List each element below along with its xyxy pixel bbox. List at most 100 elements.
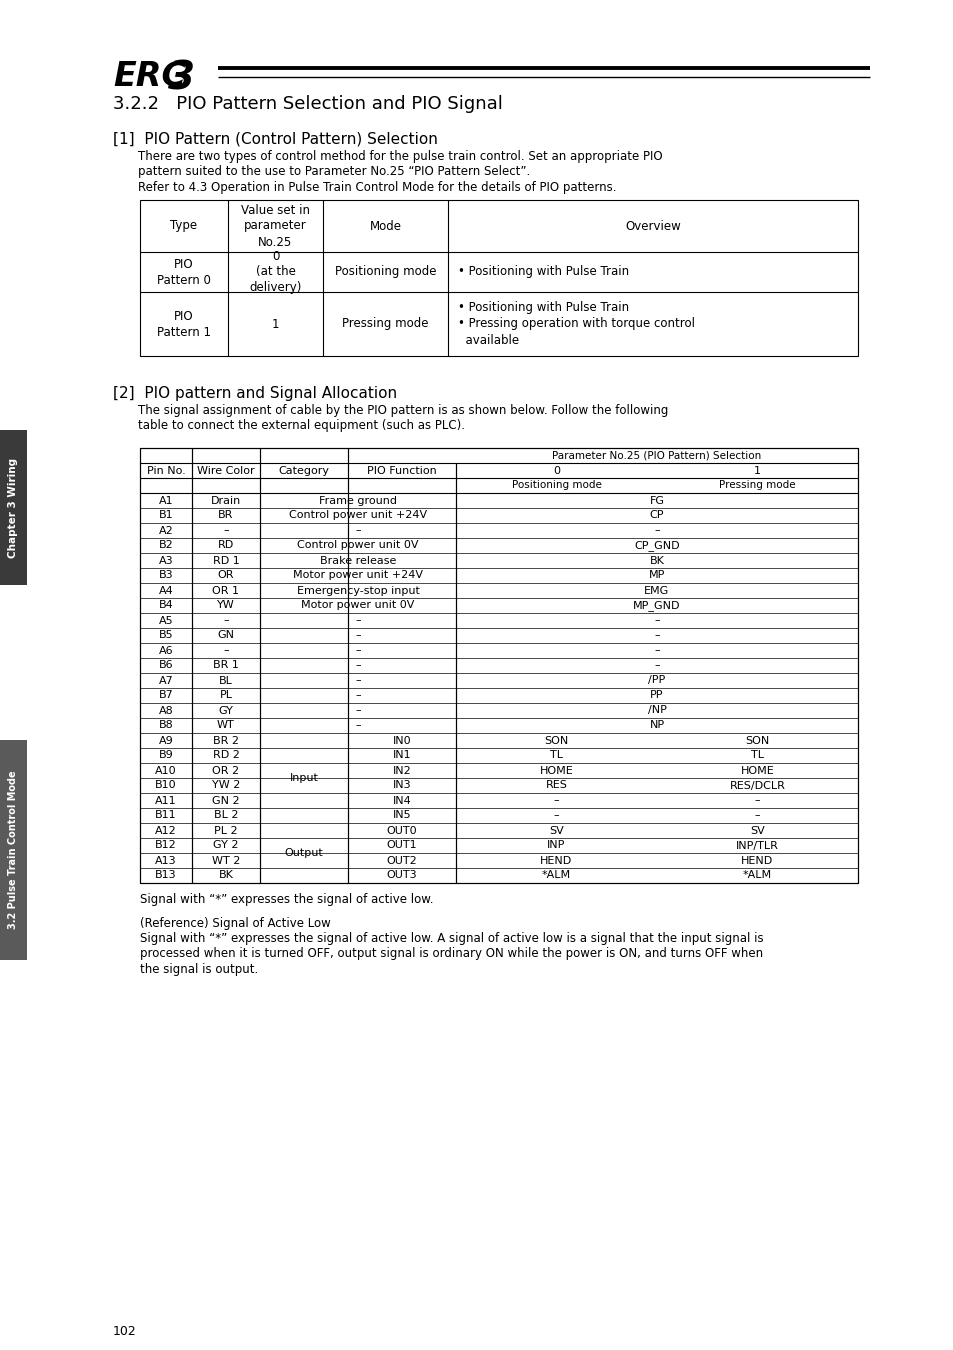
- Bar: [455, 643, 456, 657]
- Bar: [455, 613, 456, 628]
- Text: 102: 102: [112, 1324, 136, 1338]
- Text: INP: INP: [547, 841, 565, 850]
- Bar: [347, 539, 348, 553]
- Bar: [455, 688, 456, 703]
- Text: Refer to 4.3 Operation in Pulse Train Control Mode for the details of PIO patter: Refer to 4.3 Operation in Pulse Train Co…: [138, 181, 616, 194]
- Bar: [455, 628, 456, 643]
- Bar: [0, 740, 27, 960]
- Bar: [455, 539, 456, 553]
- Text: SON: SON: [544, 736, 568, 745]
- Text: OR: OR: [217, 571, 234, 580]
- Text: A7: A7: [158, 675, 173, 686]
- Bar: [347, 583, 348, 598]
- Text: SON: SON: [744, 736, 769, 745]
- Text: –: –: [754, 810, 760, 821]
- Text: pattern suited to the use to Parameter No.25 “PIO Pattern Select”.: pattern suited to the use to Parameter N…: [138, 166, 530, 178]
- Text: PIO Function: PIO Function: [367, 466, 436, 475]
- Bar: [347, 598, 348, 613]
- Text: A2: A2: [158, 525, 173, 536]
- Text: B1: B1: [158, 510, 173, 521]
- Text: SV: SV: [549, 825, 563, 836]
- Text: Type: Type: [171, 220, 197, 232]
- Text: –: –: [223, 645, 229, 656]
- Bar: [347, 554, 348, 568]
- Text: TL: TL: [550, 751, 562, 760]
- Bar: [347, 688, 348, 703]
- Text: Category: Category: [278, 466, 329, 475]
- Text: B7: B7: [158, 690, 173, 701]
- Text: Chapter 3 Wiring: Chapter 3 Wiring: [9, 458, 18, 558]
- Text: *ALM: *ALM: [742, 871, 771, 880]
- Text: There are two types of control method for the pulse train control. Set an approp: There are two types of control method fo…: [138, 150, 662, 163]
- Text: BK: BK: [649, 555, 663, 566]
- Bar: [347, 718, 348, 733]
- Bar: [455, 674, 456, 688]
- Text: –: –: [355, 525, 360, 536]
- Text: A6: A6: [158, 645, 173, 656]
- Bar: [140, 448, 857, 883]
- Text: BK: BK: [218, 871, 233, 880]
- Text: B2: B2: [158, 540, 173, 551]
- Text: [2]  PIO pattern and Signal Allocation: [2] PIO pattern and Signal Allocation: [112, 386, 396, 401]
- Text: –: –: [553, 795, 558, 806]
- Bar: [455, 554, 456, 568]
- Text: A10: A10: [155, 765, 176, 775]
- Text: HEND: HEND: [539, 856, 572, 865]
- Text: Pin No.: Pin No.: [147, 466, 185, 475]
- Text: Control power unit +24V: Control power unit +24V: [289, 510, 427, 521]
- Text: A11: A11: [155, 795, 176, 806]
- Bar: [455, 718, 456, 733]
- Text: 3.2.2   PIO Pattern Selection and PIO Signal: 3.2.2 PIO Pattern Selection and PIO Sign…: [112, 95, 502, 113]
- Text: IN4: IN4: [393, 795, 411, 806]
- Text: 3: 3: [168, 59, 194, 99]
- Bar: [455, 508, 456, 522]
- Text: –: –: [654, 660, 659, 671]
- Text: RD 1: RD 1: [213, 555, 239, 566]
- Bar: [455, 522, 456, 539]
- Text: 1: 1: [753, 466, 760, 475]
- Text: /PP: /PP: [648, 675, 665, 686]
- Bar: [347, 568, 348, 583]
- Bar: [347, 493, 348, 508]
- Text: –: –: [355, 721, 360, 730]
- Text: –: –: [654, 645, 659, 656]
- Text: HOME: HOME: [740, 765, 774, 775]
- Text: 0
(at the
delivery): 0 (at the delivery): [249, 250, 301, 294]
- Bar: [347, 657, 348, 674]
- Text: 1: 1: [272, 317, 279, 331]
- Text: FG: FG: [649, 495, 664, 505]
- Text: B11: B11: [155, 810, 176, 821]
- Text: RES: RES: [545, 780, 567, 791]
- Text: A1: A1: [158, 495, 173, 505]
- Text: B10: B10: [155, 780, 176, 791]
- Text: RD: RD: [217, 540, 233, 551]
- Bar: [347, 522, 348, 539]
- Text: –: –: [355, 616, 360, 625]
- Text: PL 2: PL 2: [214, 825, 237, 836]
- Text: Parameter No.25 (PIO Pattern) Selection: Parameter No.25 (PIO Pattern) Selection: [552, 451, 760, 460]
- Text: RES/DCLR: RES/DCLR: [729, 780, 784, 791]
- Bar: [347, 674, 348, 688]
- Text: OUT2: OUT2: [386, 856, 416, 865]
- Text: EMG: EMG: [643, 586, 669, 595]
- Text: –: –: [654, 525, 659, 536]
- Text: the signal is output.: the signal is output.: [140, 963, 258, 976]
- Text: Output: Output: [284, 848, 323, 859]
- Text: –: –: [355, 706, 360, 716]
- Text: B13: B13: [155, 871, 176, 880]
- Text: The signal assignment of cable by the PIO pattern is as shown below. Follow the : The signal assignment of cable by the PI…: [138, 404, 668, 417]
- Text: 3.2 Pulse Train Control Mode: 3.2 Pulse Train Control Mode: [9, 771, 18, 929]
- Text: –: –: [754, 795, 760, 806]
- Text: (Reference) Signal of Active Low: (Reference) Signal of Active Low: [140, 917, 331, 930]
- Text: –: –: [223, 616, 229, 625]
- Text: IN0: IN0: [393, 736, 411, 745]
- Text: –: –: [654, 630, 659, 640]
- Text: HOME: HOME: [539, 765, 573, 775]
- Text: 0: 0: [553, 466, 559, 475]
- Text: Wire Color: Wire Color: [197, 466, 254, 475]
- Text: HEND: HEND: [740, 856, 773, 865]
- Text: B6: B6: [158, 660, 173, 671]
- Text: –: –: [223, 525, 229, 536]
- Bar: [140, 448, 857, 883]
- Text: SV: SV: [749, 825, 764, 836]
